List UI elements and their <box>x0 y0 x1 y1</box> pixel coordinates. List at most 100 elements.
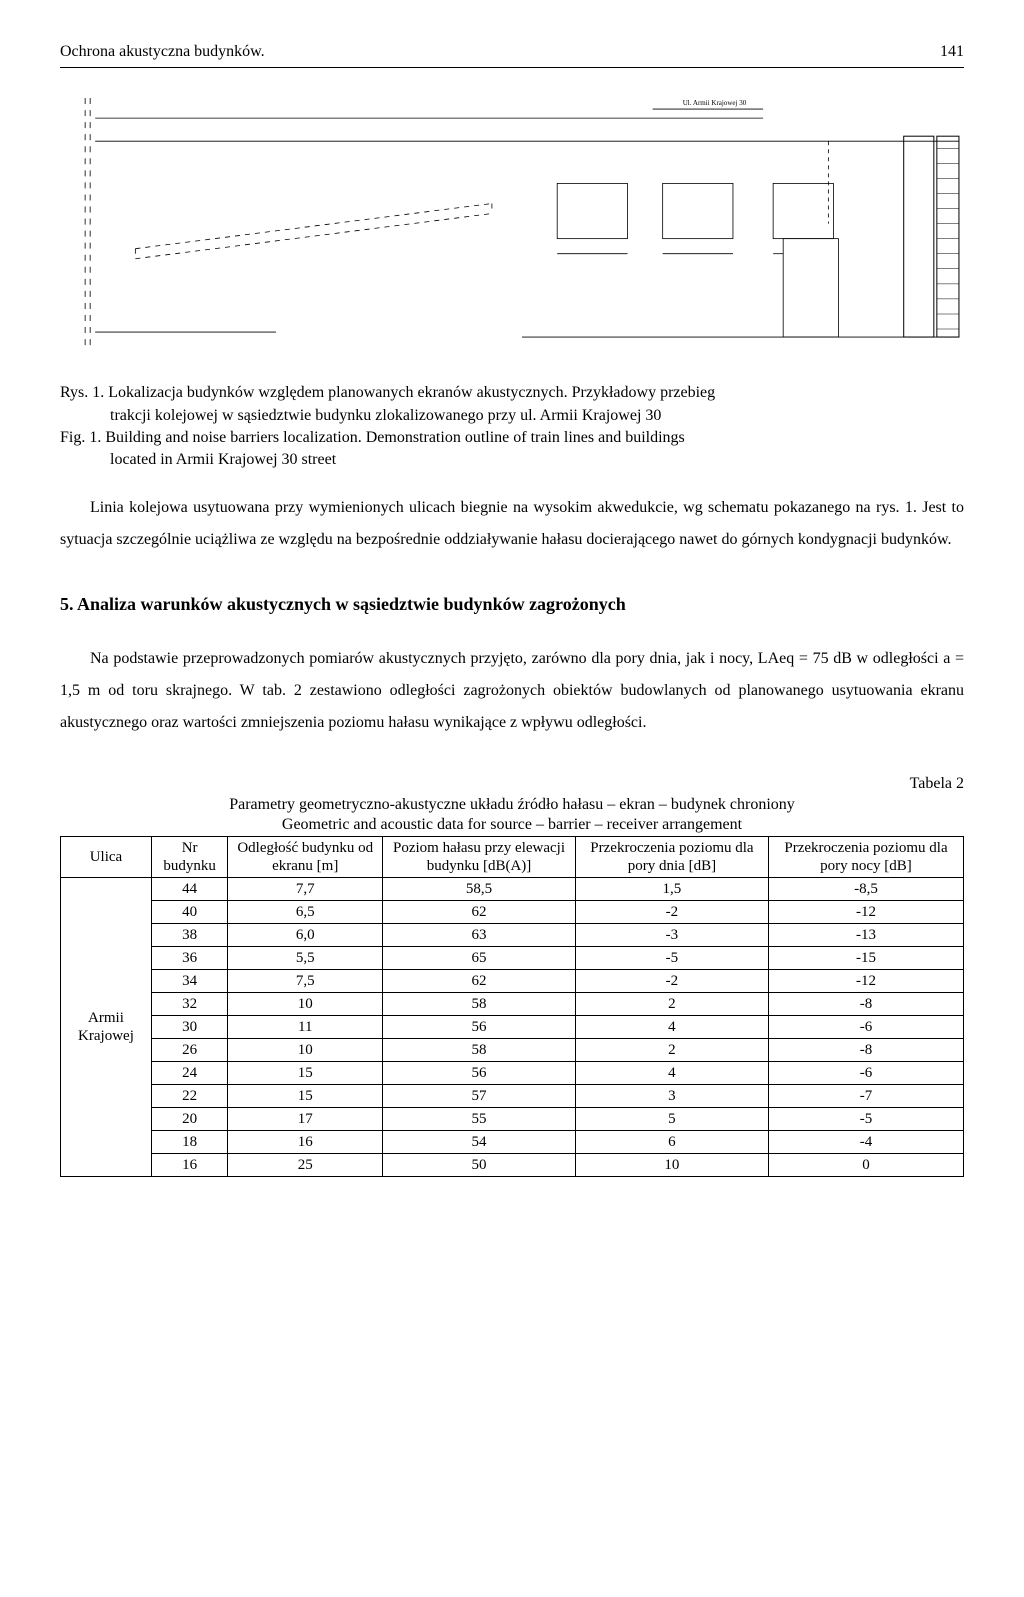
cell-day: 4 <box>575 1016 768 1039</box>
cell-dist: 16 <box>228 1131 383 1154</box>
table-row: 347,562-2-12 <box>61 970 964 993</box>
cell-dist: 10 <box>228 1039 383 1062</box>
cell-night: -5 <box>768 1108 963 1131</box>
cell-level: 62 <box>383 970 576 993</box>
col-nr: Nr budynku <box>151 837 227 878</box>
cell-day: 1,5 <box>575 878 768 901</box>
table-2-caption-en: Geometric and acoustic data for source –… <box>60 815 964 836</box>
cell-nr: 30 <box>151 1016 227 1039</box>
cell-dist: 15 <box>228 1062 383 1085</box>
cell-nr: 22 <box>151 1085 227 1108</box>
cell-level: 62 <box>383 901 576 924</box>
cell-night: -7 <box>768 1085 963 1108</box>
cell-day: 2 <box>575 993 768 1016</box>
cell-day: -2 <box>575 970 768 993</box>
header-title: Ochrona akustyczna budynków. <box>60 40 265 64</box>
cell-day: 4 <box>575 1062 768 1085</box>
cell-nr: 44 <box>151 878 227 901</box>
fig1-caption-pl-line1: Rys. 1. Lokalizacja budynków względem pl… <box>60 382 964 404</box>
cell-day: -5 <box>575 947 768 970</box>
cell-dist: 6,0 <box>228 924 383 947</box>
cell-night: -6 <box>768 1062 963 1085</box>
cell-dist: 7,5 <box>228 970 383 993</box>
cell-level: 56 <box>383 1062 576 1085</box>
cell-night: 0 <box>768 1154 963 1177</box>
cell-nr: 40 <box>151 901 227 924</box>
cell-level: 63 <box>383 924 576 947</box>
table-row: 2215573-7 <box>61 1085 964 1108</box>
cell-level: 58,5 <box>383 878 576 901</box>
cell-day: -2 <box>575 901 768 924</box>
cell-dist: 6,5 <box>228 901 383 924</box>
cell-night: -8 <box>768 1039 963 1062</box>
cell-night: -15 <box>768 947 963 970</box>
page-number: 141 <box>940 40 964 64</box>
cell-level: 57 <box>383 1085 576 1108</box>
cell-night: -8 <box>768 993 963 1016</box>
figure-1-diagram: Ul. Armii Krajowej 30 <box>60 93 964 362</box>
table-row: 3210582-8 <box>61 993 964 1016</box>
cell-nr: 18 <box>151 1131 227 1154</box>
cell-nr: 34 <box>151 970 227 993</box>
fig1-caption-en-line2: located in Armii Krajowej 30 street <box>60 449 964 471</box>
cell-dist: 5,5 <box>228 947 383 970</box>
cell-day: -3 <box>575 924 768 947</box>
cell-nr: 38 <box>151 924 227 947</box>
street-cell: Armii Krajowej <box>61 878 152 1177</box>
col-day: Przekroczenia poziomu dla pory dnia [dB] <box>575 837 768 878</box>
table-row: Armii Krajowej447,758,51,5-8,5 <box>61 878 964 901</box>
cell-nr: 36 <box>151 947 227 970</box>
diagram-svg: Ul. Armii Krajowej 30 <box>60 93 964 354</box>
fig1-caption-pl-line2: trakcji kolejowej w sąsiedztwie budynku … <box>60 405 964 427</box>
cell-dist: 25 <box>228 1154 383 1177</box>
table-row: 162550100 <box>61 1154 964 1177</box>
table-row: 2415564-6 <box>61 1062 964 1085</box>
cell-night: -13 <box>768 924 963 947</box>
table-header-row: Ulica Nr budynku Odległość budynku od ek… <box>61 837 964 878</box>
fig1-caption-en-line1: Fig. 1. Building and noise barriers loca… <box>60 427 964 449</box>
col-night: Przekroczenia poziomu dla pory nocy [dB] <box>768 837 963 878</box>
cell-level: 58 <box>383 993 576 1016</box>
cell-level: 55 <box>383 1108 576 1131</box>
cell-level: 54 <box>383 1131 576 1154</box>
diagram-label: Ul. Armii Krajowej 30 <box>683 99 747 107</box>
cell-nr: 16 <box>151 1154 227 1177</box>
col-ulica: Ulica <box>61 837 152 878</box>
cell-day: 5 <box>575 1108 768 1131</box>
paragraph-1: Linia kolejowa usytuowana przy wymienion… <box>60 492 964 556</box>
col-level: Poziom hałasu przy elewacji budynku [dB(… <box>383 837 576 878</box>
figure-1-caption: Rys. 1. Lokalizacja budynków względem pl… <box>60 382 964 472</box>
cell-day: 6 <box>575 1131 768 1154</box>
cell-night: -6 <box>768 1016 963 1039</box>
cell-night: -12 <box>768 901 963 924</box>
cell-day: 3 <box>575 1085 768 1108</box>
cell-dist: 17 <box>228 1108 383 1131</box>
table-row: 406,562-2-12 <box>61 901 964 924</box>
cell-level: 56 <box>383 1016 576 1039</box>
cell-level: 65 <box>383 947 576 970</box>
table-row: 386,063-3-13 <box>61 924 964 947</box>
table-row: 2610582-8 <box>61 1039 964 1062</box>
table-2-caption-pl: Parametry geometryczno-akustyczne układu… <box>60 795 964 816</box>
cell-dist: 15 <box>228 1085 383 1108</box>
cell-night: -12 <box>768 970 963 993</box>
cell-nr: 20 <box>151 1108 227 1131</box>
cell-dist: 7,7 <box>228 878 383 901</box>
table-row: 1816546-4 <box>61 1131 964 1154</box>
cell-nr: 24 <box>151 1062 227 1085</box>
cell-nr: 26 <box>151 1039 227 1062</box>
col-dist: Odległość budynku od ekranu [m] <box>228 837 383 878</box>
cell-day: 10 <box>575 1154 768 1177</box>
cell-level: 58 <box>383 1039 576 1062</box>
table-row: 365,565-5-15 <box>61 947 964 970</box>
table-row: 3011564-6 <box>61 1016 964 1039</box>
cell-nr: 32 <box>151 993 227 1016</box>
cell-level: 50 <box>383 1154 576 1177</box>
page-header: Ochrona akustyczna budynków. 141 <box>60 40 964 68</box>
cell-day: 2 <box>575 1039 768 1062</box>
table-2: Ulica Nr budynku Odległość budynku od ek… <box>60 836 964 1177</box>
cell-dist: 10 <box>228 993 383 1016</box>
cell-night: -8,5 <box>768 878 963 901</box>
section-5-paragraph: Na podstawie przeprowadzonych pomiarów a… <box>60 643 964 739</box>
cell-night: -4 <box>768 1131 963 1154</box>
